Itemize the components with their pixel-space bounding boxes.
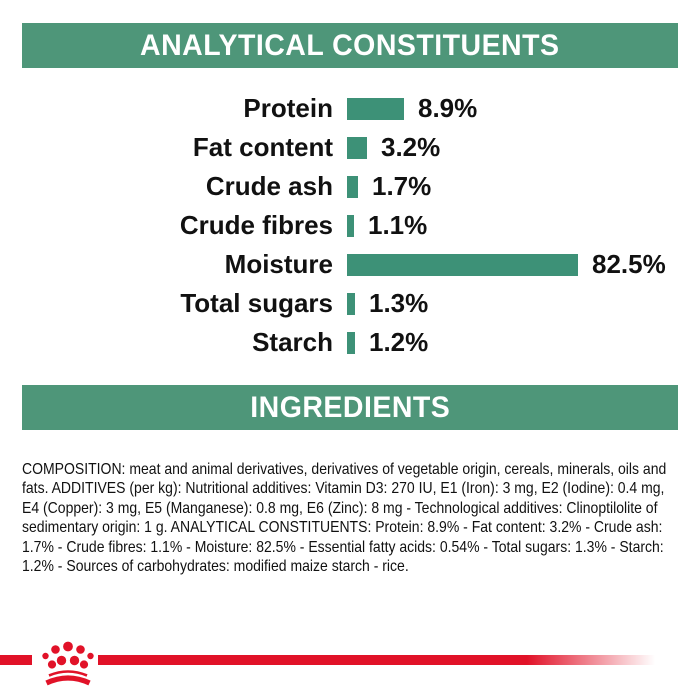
constituent-value: 8.9%: [418, 93, 478, 123]
constituent-label: Moisture: [224, 249, 333, 279]
constituent-label: Total sugars: [180, 288, 333, 318]
constituent-value: 1.2%: [369, 327, 429, 357]
royal-canin-crown-icon: [42, 641, 94, 686]
brand-ribbon-left: [0, 655, 32, 665]
constituent-value: 1.1%: [368, 210, 428, 240]
constituent-value: 1.7%: [372, 171, 432, 201]
constituent-bar: [347, 97, 404, 120]
constituent-row: Total sugars 1.3%: [0, 284, 700, 323]
analytical-constituents-banner: ANALYTICAL CONSTITUENTS: [22, 23, 678, 68]
constituent-label: Crude fibres: [179, 210, 333, 240]
constituent-value: 1.3%: [369, 288, 429, 318]
constituent-value: 82.5%: [592, 249, 666, 279]
constituent-bar: [347, 214, 354, 237]
constituent-row: Starch 1.2%: [0, 323, 700, 362]
composition-text: COMPOSITION: meat and animal derivatives…: [22, 461, 667, 576]
ingredients-title: INGREDIENTS: [249, 390, 451, 424]
ingredients-banner: INGREDIENTS: [22, 385, 678, 430]
analytical-constituents-bar-chart: Protein 8.9% Fat content 3.2% Crude ash 1.7% C…: [0, 89, 700, 362]
constituent-row: Crude fibres 1.1%: [0, 206, 700, 245]
constituent-bar: [347, 175, 358, 198]
brand-ribbon-right: [98, 655, 655, 665]
analytical-constituents-title: ANALYTICAL CONSTITUENTS: [140, 28, 560, 62]
constituent-bar: [347, 253, 578, 276]
constituent-label: Fat content: [192, 132, 333, 162]
constituent-row: Fat content 3.2%: [0, 128, 700, 167]
constituent-bar: [347, 331, 355, 354]
constituent-row: Protein 8.9%: [0, 89, 700, 128]
constituent-row: Crude ash 1.7%: [0, 167, 700, 206]
constituent-bar: [347, 292, 355, 315]
constituent-bar: [347, 136, 367, 159]
constituent-row: Moisture 82.5%: [0, 245, 700, 284]
constituent-value: 3.2%: [381, 132, 441, 162]
constituent-label: Crude ash: [205, 171, 333, 201]
constituent-label: Starch: [252, 327, 333, 357]
constituent-label: Protein: [243, 93, 333, 123]
